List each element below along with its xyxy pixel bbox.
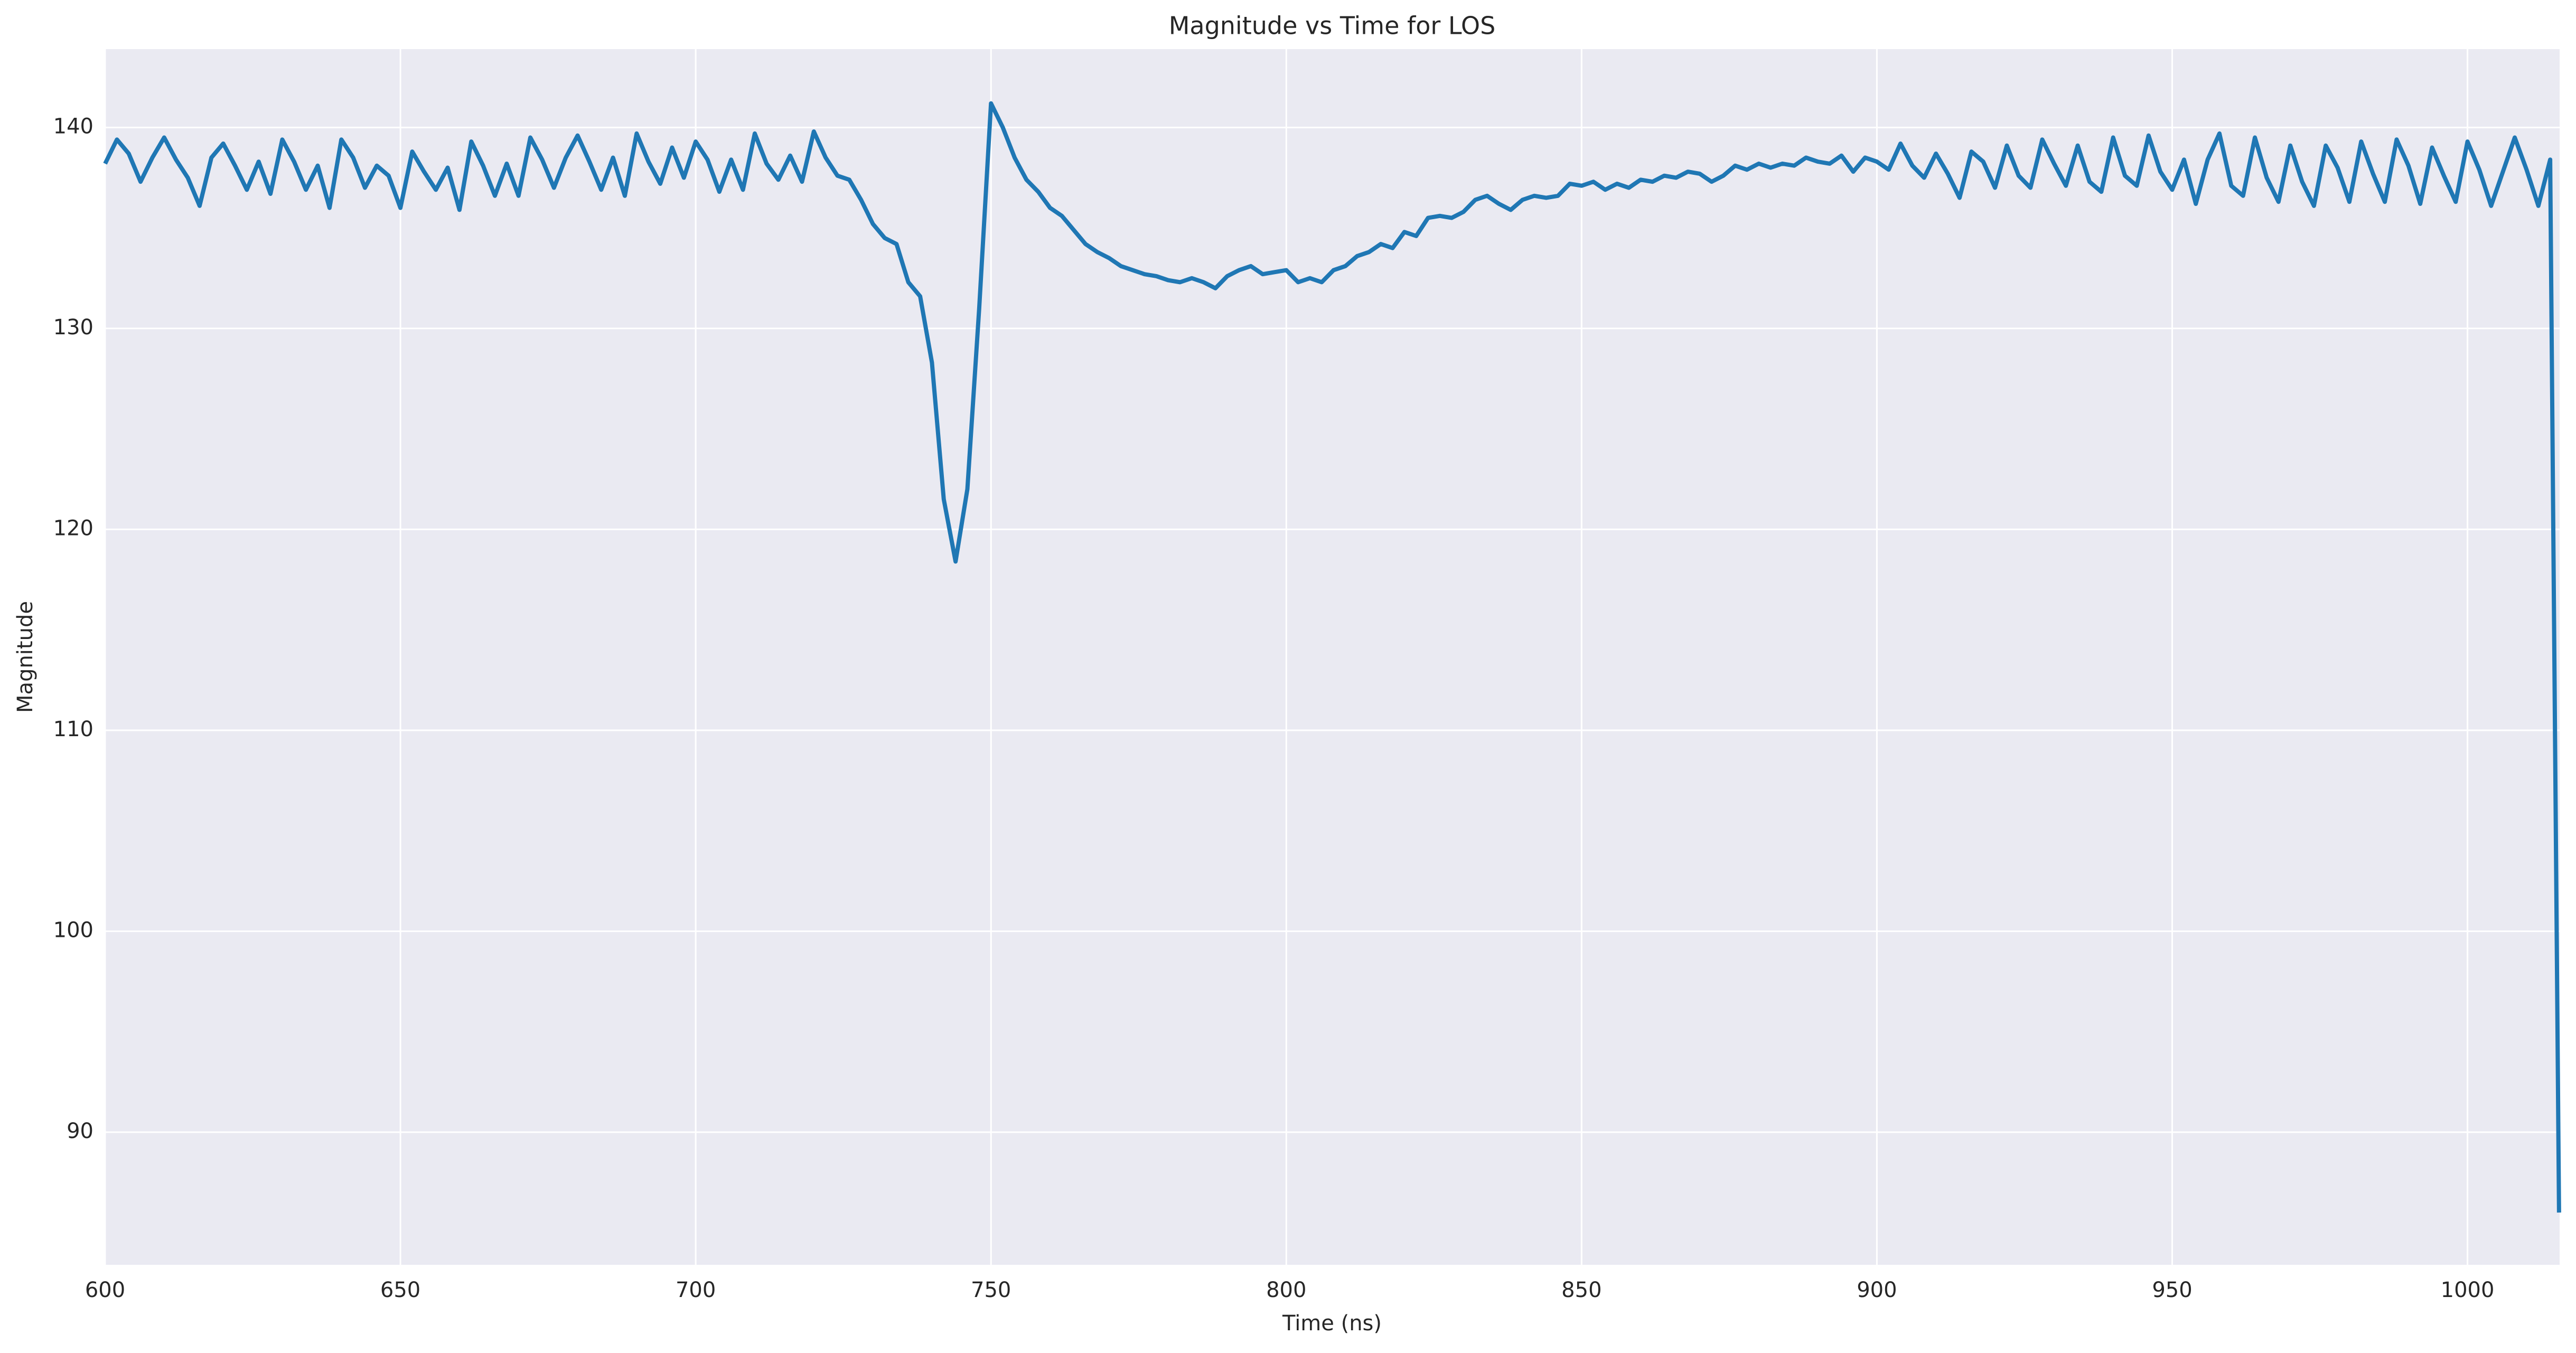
x-tick-label: 750 bbox=[971, 1278, 1011, 1302]
x-tick-label: 800 bbox=[1266, 1278, 1306, 1302]
data-line bbox=[103, 101, 2561, 1213]
chart-title: Magnitude vs Time for LOS bbox=[1169, 12, 1496, 40]
y-axis-label: Magnitude bbox=[13, 601, 38, 713]
y-tick-label: 140 bbox=[53, 114, 93, 138]
x-tick-label: 650 bbox=[380, 1278, 420, 1302]
x-tick-label: 850 bbox=[1561, 1278, 1601, 1302]
x-tick-label: 1000 bbox=[2441, 1278, 2495, 1302]
x-tick-label: 600 bbox=[85, 1278, 125, 1302]
x-tick-label: 700 bbox=[676, 1278, 716, 1302]
x-axis-label: Time (ns) bbox=[1282, 1311, 1382, 1336]
y-tick-label: 110 bbox=[53, 717, 93, 741]
y-tick-label: 90 bbox=[67, 1119, 93, 1143]
y-tick-label: 100 bbox=[53, 918, 93, 942]
x-tick-label: 950 bbox=[2152, 1278, 2192, 1302]
y-tick-label: 130 bbox=[53, 315, 93, 340]
plot-area bbox=[105, 49, 2560, 1265]
y-tick-label: 120 bbox=[53, 516, 93, 540]
x-tick-label: 900 bbox=[1857, 1278, 1897, 1302]
